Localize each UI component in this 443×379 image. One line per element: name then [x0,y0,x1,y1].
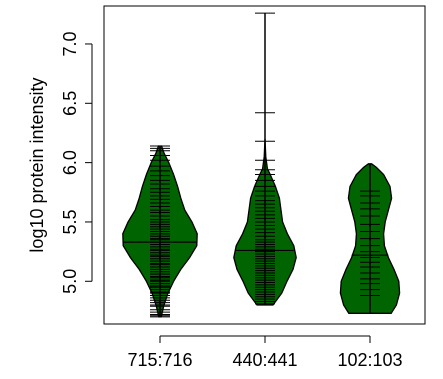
violin-1 [122,145,198,318]
y-tick-label: 6.0 [60,150,80,175]
violin-group [122,12,401,318]
plot-frame [103,5,426,325]
y-axis: 5.0 5.5 6.0 6.5 7.0 [60,31,93,294]
x-category-label: 715:716 [127,350,192,370]
violin-3 [339,163,401,314]
y-tick-label: 5.0 [60,269,80,294]
y-tick-label: 5.5 [60,209,80,234]
x-category-label: 102:103 [337,350,402,370]
violin-2 [233,12,297,306]
y-tick-label: 6.5 [60,91,80,116]
x-axis: 715:716 440:441 102:103 [127,335,403,370]
y-tick-label: 7.0 [60,31,80,56]
y-axis-title: log10 protein intensity [27,77,47,252]
x-category-label: 440:441 [232,350,297,370]
